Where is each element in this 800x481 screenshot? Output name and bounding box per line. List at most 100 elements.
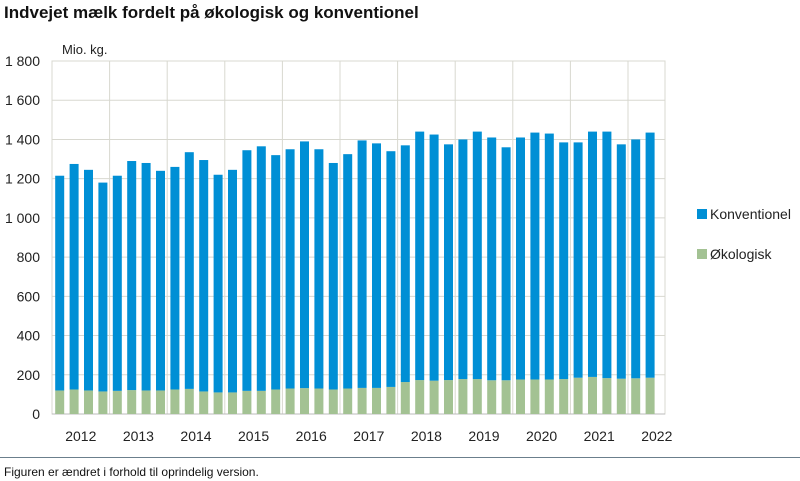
bar-konventionel (501, 147, 511, 381)
bar-konventionel (127, 161, 137, 391)
bar-okologisk (487, 380, 497, 414)
bar-okologisk (444, 380, 453, 414)
bar-okologisk (300, 388, 309, 414)
bar-okologisk (544, 379, 554, 414)
bar-konventionel (472, 131, 482, 380)
bar-konventionel (386, 151, 396, 387)
bar-konventionel (616, 144, 626, 379)
y-tick-label: 1 000 (5, 210, 40, 226)
y-tick-label: 1 200 (5, 171, 40, 187)
bar-okologisk (55, 390, 65, 414)
bar-okologisk (213, 392, 223, 414)
bar-okologisk (631, 378, 641, 414)
bar-okologisk (314, 388, 324, 414)
bar-konventionel (357, 140, 367, 388)
bar-okologisk (84, 390, 93, 414)
bar-okologisk (343, 388, 353, 414)
y-axis-label: Mio. kg. (62, 42, 108, 57)
bar-konventionel (516, 137, 525, 380)
bar-konventionel (69, 163, 79, 390)
legend-swatch (697, 249, 707, 259)
bar-konventionel (602, 131, 612, 379)
bar-okologisk (400, 382, 410, 414)
y-tick-label: 1 800 (5, 53, 40, 69)
y-tick-label: 1 600 (5, 92, 40, 108)
legend-swatch (697, 209, 707, 219)
y-tick-label: 200 (17, 367, 41, 383)
bar-okologisk (328, 389, 338, 414)
bar-konventionel (98, 182, 108, 392)
bar-okologisk (472, 379, 482, 414)
bar-konventionel (588, 131, 597, 377)
bar-konventionel (530, 132, 540, 380)
footnote: Figuren er ændret i forhold til oprindel… (4, 465, 259, 479)
bar-konventionel (199, 160, 209, 392)
bar-konventionel (458, 139, 468, 380)
bar-okologisk (530, 379, 540, 414)
x-tick-label: 2017 (353, 428, 384, 444)
y-tick-label: 800 (17, 249, 41, 265)
bar-konventionel (559, 142, 569, 380)
bar-okologisk (429, 380, 439, 414)
x-tick-label: 2012 (65, 428, 96, 444)
bar-konventionel (631, 139, 641, 379)
stacked-bar-chart: 0 200 400 600 800 1 000 1 200 1 400 1 600 1 800 Mi… (5, 42, 791, 444)
bar-konventionel (256, 146, 266, 391)
bar-konventionel (228, 169, 237, 393)
bar-konventionel (271, 155, 281, 390)
bar-okologisk (141, 390, 151, 414)
bar-okologisk (559, 379, 569, 414)
legend-label: Økologisk (710, 246, 772, 262)
divider (0, 457, 800, 458)
bar-konventionel (328, 162, 338, 390)
x-tick-label: 2015 (238, 428, 269, 444)
bar-okologisk (199, 391, 209, 414)
bar-konventionel (487, 137, 497, 381)
bar-okologisk (602, 378, 612, 414)
bar-konventionel (84, 169, 93, 391)
bar-okologisk (645, 377, 655, 414)
bar-okologisk (228, 392, 237, 414)
bar-konventionel (112, 175, 122, 391)
bar-konventionel (372, 143, 381, 388)
bar-okologisk (458, 379, 468, 414)
bar-konventionel (343, 154, 353, 389)
bar-okologisk (573, 377, 583, 414)
bar-konventionel (242, 150, 252, 391)
bar-okologisk (69, 389, 79, 414)
y-tick-label: 400 (17, 328, 41, 344)
bar-konventionel (429, 134, 439, 381)
bar-okologisk (271, 389, 281, 414)
y-tick-label: 600 (17, 288, 41, 304)
bar-konventionel (213, 174, 223, 393)
bar-okologisk (415, 380, 425, 414)
bar-konventionel (444, 144, 453, 381)
bar-okologisk (112, 390, 122, 414)
bar-okologisk (127, 390, 137, 414)
bar-konventionel (573, 142, 583, 378)
bar-okologisk (357, 387, 367, 414)
bar-konventionel (314, 149, 324, 389)
bar-okologisk (184, 388, 194, 414)
x-tick-label: 2022 (641, 428, 672, 444)
bar-konventionel (184, 152, 194, 389)
x-tick-label: 2019 (468, 428, 499, 444)
bar-konventionel (55, 175, 65, 391)
bar-konventionel (415, 131, 425, 381)
bar-okologisk (588, 376, 597, 414)
bar-konventionel (285, 149, 295, 389)
legend-label: Konventionel (710, 206, 791, 222)
x-tick-label: 2016 (296, 428, 327, 444)
bar-okologisk (156, 390, 165, 414)
bar-konventionel (400, 145, 410, 383)
bar-okologisk (256, 390, 266, 414)
y-tick-label: 1 400 (5, 131, 40, 147)
chart-title: Indvejet mælk fordelt på økologisk og ko… (4, 3, 419, 22)
x-tick-label: 2018 (411, 428, 442, 444)
bar-konventionel (156, 170, 165, 391)
bar-konventionel (300, 141, 309, 389)
bar-konventionel (141, 162, 151, 391)
bar-okologisk (372, 387, 381, 414)
bar-okologisk (501, 380, 511, 414)
x-tick-label: 2013 (123, 428, 154, 444)
